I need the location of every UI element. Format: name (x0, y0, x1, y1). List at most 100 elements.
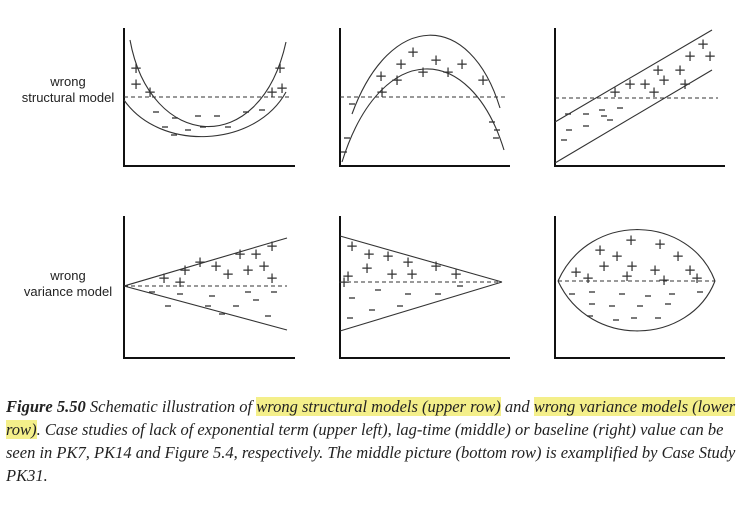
plus-mark: + (609, 83, 622, 101)
plus-mark: + (258, 257, 271, 275)
panel-variance-increasing (123, 216, 295, 359)
plus-mark: + (639, 75, 652, 93)
plus-mark: + (594, 241, 607, 259)
plus-mark: + (361, 259, 374, 277)
panel-structural-baseline (554, 28, 725, 167)
plus-mark: + (624, 75, 637, 93)
plus-mark: + (621, 267, 634, 285)
figure-caption: Figure 5.50 Schematic illustration of wr… (6, 395, 746, 487)
panel-variance-lens (554, 216, 725, 359)
plus-mark: + (648, 83, 661, 101)
plus-mark: + (658, 71, 671, 89)
plus-mark: + (210, 257, 223, 275)
plus-mark: + (130, 59, 143, 77)
curve-lower (557, 280, 716, 332)
plus-mark: + (375, 67, 388, 85)
plus-mark: + (582, 269, 595, 287)
row-label-line: wrong (50, 268, 86, 283)
line-upper (554, 29, 713, 123)
axes (123, 216, 295, 359)
axes (339, 28, 510, 167)
plus-mark: + (338, 273, 351, 291)
plus-mark: + (376, 83, 389, 101)
row-label-line: wrong (50, 74, 86, 89)
plus-mark: + (266, 237, 279, 255)
plus-mark: + (442, 63, 455, 81)
curve-upper (557, 229, 716, 282)
plus-mark: + (672, 247, 685, 265)
caption-highlight: wrong structural models (upper row) (256, 397, 501, 416)
plus-mark: + (194, 253, 207, 271)
plus-mark: + (691, 269, 704, 287)
line-upper (123, 237, 288, 287)
curve-upper (129, 39, 287, 128)
plus-mark: + (658, 271, 671, 289)
plus-mark: + (611, 247, 624, 265)
axes (554, 216, 725, 359)
curve-lower (341, 68, 505, 163)
line-upper (339, 235, 503, 283)
row-label-variance: wrong variance model (8, 268, 128, 300)
axes (554, 28, 725, 167)
plus-mark: + (130, 75, 143, 93)
caption-text: . Case studies of lack of exponential te… (6, 420, 736, 485)
row-label-structural: wrong structural model (8, 74, 128, 106)
plus-mark: + (179, 261, 192, 279)
plus-mark: + (430, 51, 443, 69)
plus-mark: + (266, 269, 279, 287)
plus-mark: + (346, 237, 359, 255)
plus-mark: + (250, 245, 263, 263)
plus-mark: + (704, 47, 717, 65)
curve-upper (351, 34, 501, 115)
plus-mark: + (382, 247, 395, 265)
axes (123, 28, 295, 167)
plus-mark: + (395, 55, 408, 73)
plus-mark: + (144, 83, 157, 101)
line-lower (554, 69, 713, 164)
plus-mark: + (679, 75, 692, 93)
plus-mark: + (222, 265, 235, 283)
panel-structural-exponential (123, 28, 295, 167)
caption-text: and (500, 397, 534, 416)
plus-mark: + (450, 265, 463, 283)
plus-mark: + (649, 261, 662, 279)
panel-structural-lagtime (339, 28, 510, 167)
panels-svg: ++ ++++++ ++ + + + +++++ ++ ++ + + ++ ++++++ + +++ ++ ++… (123, 28, 725, 359)
plus-mark: + (391, 71, 404, 89)
plus-mark: + (406, 265, 419, 283)
plus-mark: + (266, 83, 279, 101)
plus-mark: + (417, 63, 430, 81)
line-lower (123, 285, 288, 331)
plus-mark: + (684, 47, 697, 65)
plus-mark: + (598, 257, 611, 275)
panel-variance-decreasing (339, 216, 510, 359)
plus-mark: + (274, 59, 287, 77)
plus-mark: + (570, 263, 583, 281)
plus-mark: + (402, 253, 415, 271)
axes (339, 216, 510, 359)
figure-number: Figure 5.50 (6, 397, 86, 416)
plus-mark: + (386, 265, 399, 283)
plus-mark: + (430, 257, 443, 275)
plus-mark: + (242, 261, 255, 279)
plus-mark: + (174, 273, 187, 291)
plus-mark: + (625, 231, 638, 249)
plus-mark: + (342, 267, 355, 285)
caption-text: Schematic illustration of (85, 397, 257, 416)
plus-mark: + (684, 261, 697, 279)
plus-mark: + (456, 55, 469, 73)
plus-mark: + (626, 257, 639, 275)
residual-marks: ++ ++++++ ++ + + + +++++ ++ ++ + + ++ ++++++ + +++ ++ ++… (130, 35, 717, 321)
row-label-line: structural model (21, 90, 115, 105)
plus-mark: + (276, 79, 289, 97)
plus-mark: + (674, 61, 687, 79)
curve-lower (123, 91, 287, 138)
plus-mark: + (697, 35, 710, 53)
plus-mark: + (158, 269, 171, 287)
plus-mark: + (234, 245, 247, 263)
plus-mark: + (652, 61, 665, 79)
plus-mark: + (407, 43, 420, 61)
row-label-line: variance model (23, 284, 113, 299)
plus-mark: + (654, 235, 667, 253)
